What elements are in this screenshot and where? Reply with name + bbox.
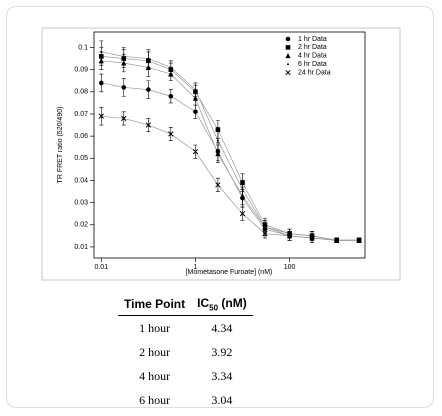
marker [241,188,244,191]
marker [146,87,151,92]
marker [286,233,293,239]
marker [263,225,266,228]
legend-marker [285,45,291,50]
y-tick-label: 0.06 [74,133,88,140]
y-tick-label: 0.07 [74,111,88,118]
legend-label: 24 hr Data [298,69,331,76]
table-cell: 1 hour [139,321,171,336]
legend-label: 2 hr Data [298,44,327,51]
y-tick-label: 0.08 [74,89,88,96]
chart: [Mometasone Furoate] (nM) TR FRET ratio … [41,27,401,281]
marker [262,230,268,237]
table-row: 2 hour 3.92 [118,340,253,364]
marker [169,66,172,69]
x-tick-label: 100 [284,264,296,271]
table-cell: 6 hour [139,393,171,408]
marker [145,122,152,128]
header-cell: IC50 (nM) [191,294,253,317]
y-tick-label: 0.05 [74,155,88,162]
marker [193,109,198,115]
marker [98,113,104,119]
marker [239,211,246,217]
fit-line [101,60,360,241]
marker [215,151,221,157]
table-row: 4 hour 3.34 [118,364,253,388]
y-tick-label: 0.02 [74,222,88,229]
fit-line [101,51,360,241]
table-row: 1 hour 4.34 [118,316,253,341]
legend-marker [285,69,291,76]
header-cell: Time Point [118,294,192,317]
chart-frame [41,27,401,281]
ic50-table: Time Point IC50 (nM) 1 hour 4.34 2 hour 3.9… [118,294,253,412]
x-tick-label: 1 [193,264,197,271]
table-cell: 3.04 [211,393,233,408]
table-cell: 4 hour [139,369,171,384]
marker [168,131,174,137]
legend-label: 6 hr Data [298,61,327,68]
marker [334,237,340,243]
y-tick-label: 0.09 [74,67,88,74]
marker [121,115,127,122]
marker [192,95,199,101]
y-tick-label: 0.1 [78,44,88,51]
card [6,6,434,408]
marker [215,182,221,188]
y-axis-label: TR FRET ratio (520/490) [57,107,64,184]
marker [100,50,103,53]
fit-line [101,56,360,241]
marker [194,88,197,91]
legend-label: 4 hr Data [298,53,327,60]
x-tick-label: 0.01 [94,264,108,271]
marker [216,139,219,142]
y-tick-label: 0.01 [74,244,88,251]
header-sub: 50 [209,303,219,313]
fit-line [101,115,360,241]
table-cell: 3.34 [211,369,233,384]
marker [147,57,150,60]
legend-marker [287,63,289,66]
table-cell: 3.92 [211,345,233,360]
header-text: IC [197,296,210,310]
x-axis-label: [Mometasone Furoate] (nM) [186,269,273,276]
marker [192,148,199,155]
marker [309,235,315,241]
marker [122,55,125,58]
marker [98,80,104,86]
y-tick-label: 0.03 [74,199,88,206]
legend-marker [285,53,291,59]
table-row: 6 hour 3.04 [118,388,253,412]
marker [215,127,221,132]
marker [121,85,127,90]
table-cell: 4.34 [211,321,233,336]
marker [168,93,174,99]
fit-line [101,82,360,241]
marker [356,237,362,243]
y-tick-label: 0.04 [74,177,88,184]
legend-marker [285,36,291,42]
plot-frame [93,31,366,259]
legend-label: 1 hr Data [298,36,327,43]
header-text: (nM) [218,296,247,310]
table-cell: 2 hour [139,345,171,360]
